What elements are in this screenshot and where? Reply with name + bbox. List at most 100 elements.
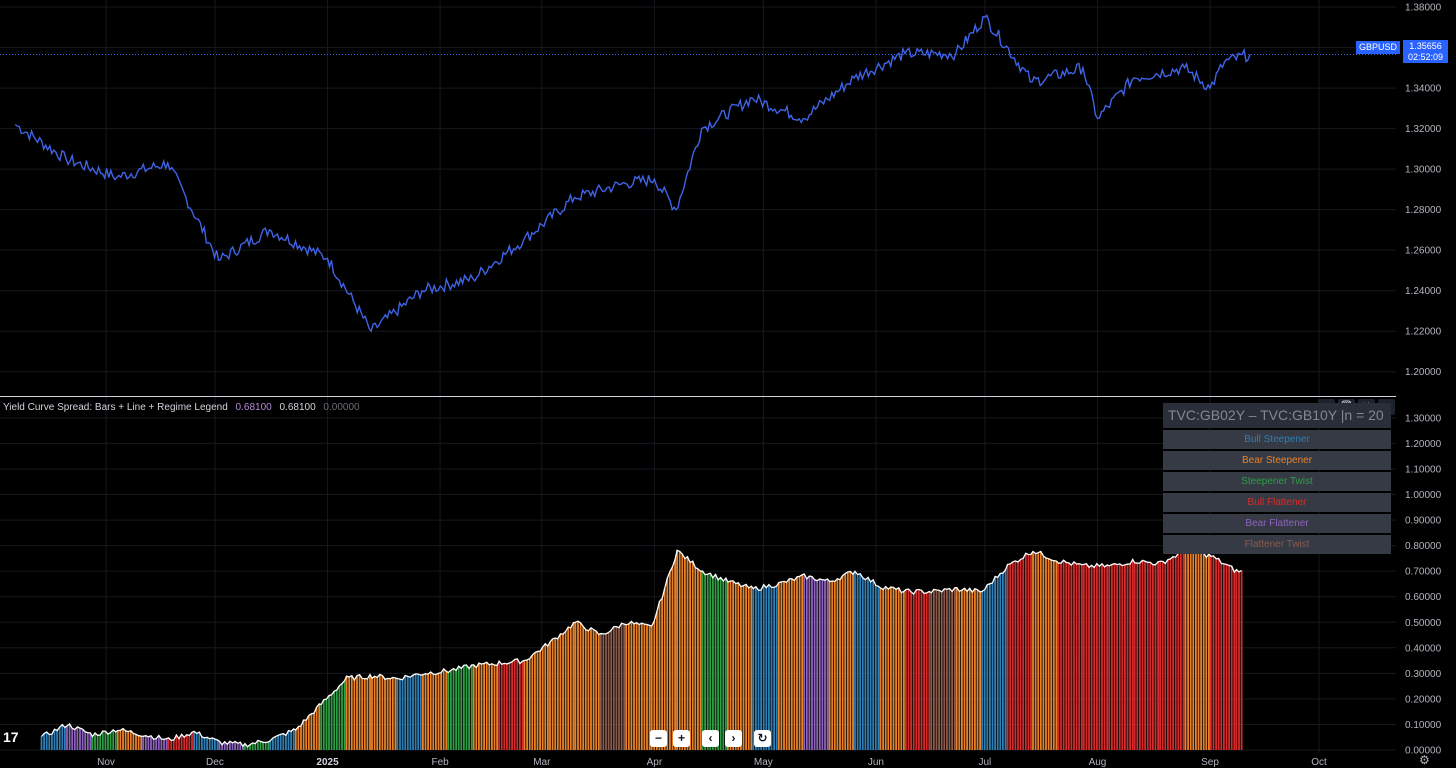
spread-bar (508, 663, 511, 750)
spread-bar (132, 733, 135, 750)
spread-bar (211, 737, 214, 750)
x-tick-label: Sep (1201, 757, 1219, 768)
price-y-tick-label: 1.34000 (1405, 84, 1442, 95)
spread-bar (912, 594, 915, 750)
scroll-right-button[interactable]: › (725, 730, 742, 747)
gear-icon[interactable]: ⚙ (1419, 753, 1430, 767)
spread-bar (94, 733, 96, 750)
spread-bar (963, 588, 966, 750)
spread-bar (539, 651, 541, 750)
spread-bar (709, 573, 712, 750)
spread-bar (796, 576, 798, 750)
spread-bar (1238, 571, 1240, 750)
x-tick-label: Oct (1311, 757, 1327, 768)
spread-bar (1022, 558, 1025, 750)
spread-bar (322, 699, 325, 750)
spread-bar (460, 668, 463, 750)
spread-bar (381, 675, 384, 750)
spread-bar (394, 678, 397, 750)
spread-line[interactable] (41, 549, 1242, 748)
spread-y-tick-label: 0.00000 (1405, 746, 1442, 757)
spread-bar (760, 589, 762, 750)
spread-bar (699, 571, 702, 750)
spread-bar (729, 581, 732, 750)
spread-bar (345, 676, 348, 750)
reset-chart-button[interactable]: ↻ (754, 730, 771, 747)
spread-bar (318, 703, 321, 750)
spread-bar (1027, 554, 1030, 750)
spread-bar (658, 601, 661, 750)
spread-bar (946, 589, 948, 750)
spread-bar (648, 625, 651, 750)
spread-bar (879, 588, 882, 750)
spread-bar (884, 586, 887, 750)
spread-bar (305, 720, 308, 750)
x-tick-label: Dec (206, 757, 224, 768)
spread-bar (384, 679, 386, 750)
spread-bar (915, 589, 918, 750)
spread-bar (831, 581, 834, 750)
spread-bar (1047, 558, 1050, 750)
spread-bar (643, 624, 646, 750)
zoom-out-button[interactable]: − (650, 730, 667, 747)
spread-bar (1230, 566, 1233, 750)
spread-bar (76, 726, 79, 750)
spread-bar (107, 734, 109, 750)
spread-bar (178, 738, 180, 750)
spread-bar (966, 591, 968, 750)
price-y-tick-label: 1.24000 (1405, 286, 1442, 297)
spread-bar (762, 584, 765, 750)
spread-bar (933, 589, 935, 750)
spread-bar (236, 743, 239, 750)
spread-bar (338, 685, 341, 750)
spread-bar (1055, 561, 1058, 750)
spread-bar (903, 591, 905, 750)
spread-bar (1106, 565, 1109, 750)
spread-bar (547, 646, 549, 750)
spread-bar (445, 671, 448, 750)
price-y-tick-label: 1.28000 (1405, 205, 1442, 216)
tradingview-logo-icon[interactable]: 17 (3, 729, 19, 745)
spread-bar (864, 579, 867, 750)
indicator-title: Yield Curve Spread: Bars + Line + Regime… (3, 402, 228, 413)
spread-bar (234, 741, 236, 750)
gbpusd-price-line[interactable] (14, 14, 1251, 333)
spread-bar (378, 674, 381, 750)
spread-bar (620, 623, 623, 750)
spread-bar (259, 741, 262, 750)
spread-bar (1228, 565, 1230, 750)
symbol-label: GBPUSD (1356, 41, 1401, 54)
zoom-in-button[interactable]: + (673, 730, 690, 747)
spread-bar (414, 673, 417, 750)
spread-bar (264, 742, 267, 750)
spread-bar (584, 629, 587, 750)
spread-bar (513, 659, 516, 750)
spread-bar (353, 680, 356, 750)
indicator-header[interactable]: Yield Curve Spread: Bars + Line + Regime… (3, 402, 360, 413)
spread-bar (752, 588, 755, 750)
spread-bar (961, 590, 963, 750)
spread-bar (681, 554, 684, 750)
spread-bar (124, 730, 127, 750)
spread-bar (780, 581, 783, 750)
spread-bar (602, 633, 605, 750)
spread-bar (1108, 565, 1111, 750)
spread-bar (122, 728, 124, 750)
spread-bar (1118, 563, 1121, 750)
spread-bar (816, 580, 819, 750)
x-tick-label: Aug (1089, 757, 1107, 768)
spread-bar (976, 589, 979, 750)
spread-bar (493, 665, 496, 750)
spread-bar (1195, 552, 1197, 750)
spread-bar (627, 624, 630, 750)
spread-bar (1233, 572, 1236, 750)
spread-bar (1129, 564, 1131, 750)
spread-bar (635, 622, 638, 750)
spread-bar (1180, 550, 1182, 750)
spread-bar (633, 623, 635, 750)
spread-bar (562, 634, 564, 750)
spread-bar (536, 651, 539, 750)
spread-bar (157, 735, 160, 750)
scroll-left-button[interactable]: ‹ (702, 730, 719, 747)
